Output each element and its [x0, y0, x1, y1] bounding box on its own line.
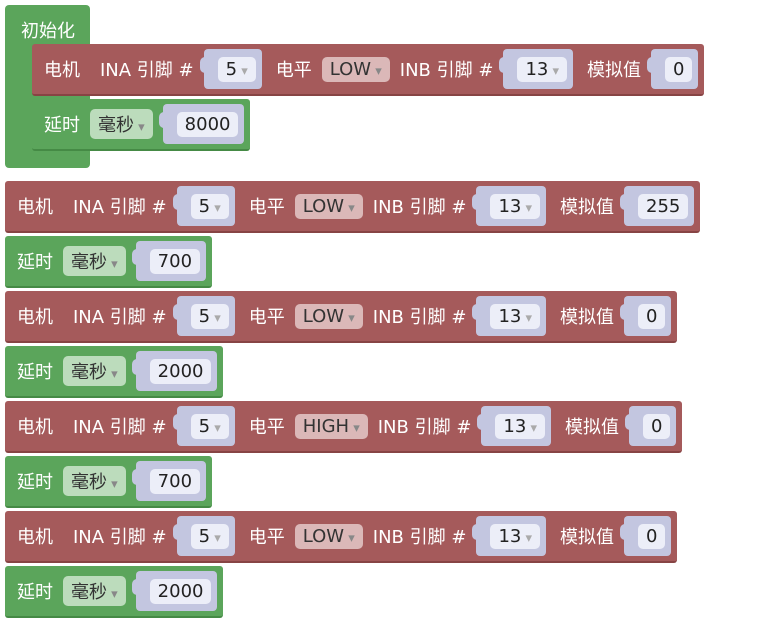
unit-dropdown[interactable]: 毫秒	[63, 356, 126, 386]
block-label: 延时	[17, 362, 53, 383]
number-field[interactable]: 2000	[149, 358, 212, 384]
level-dropdown[interactable]: LOW	[321, 56, 390, 82]
level-dropdown[interactable]: HIGH	[294, 413, 368, 439]
motor-block[interactable]: 电机 INA 引脚 # 5 电平 LOW INB 引脚 # 13 模拟值 0	[32, 44, 705, 96]
input-socket: 5	[172, 296, 235, 336]
inb-label: INB 引脚 #	[377, 417, 472, 438]
input-socket: 0	[646, 49, 699, 89]
motor-block[interactable]: 电机 INA 引脚 # 5 电平 HIGH INB 引脚 # 13 模拟值 0	[5, 401, 683, 453]
level-dropdown[interactable]: LOW	[294, 303, 363, 329]
motor-block[interactable]: 电机 INA 引脚 # 5 电平 LOW INB 引脚 # 13 模拟值 0	[5, 291, 678, 343]
unit-dropdown[interactable]: 毫秒	[63, 466, 126, 496]
motor-block[interactable]: 电机 INA 引脚 # 5 电平 LOW INB 引脚 # 13 模拟值 0	[5, 511, 678, 563]
level-label: 电平	[275, 60, 312, 81]
input-socket: 13	[472, 186, 547, 226]
input-socket: 5	[172, 406, 235, 446]
inb-label: INB 引脚 #	[372, 527, 467, 548]
number-field[interactable]: 255	[638, 193, 689, 219]
block-label: 延时	[17, 252, 53, 273]
inb-label: INB 引脚 #	[372, 197, 467, 218]
block-label: 电机	[17, 307, 53, 328]
input-socket: 13	[499, 49, 574, 89]
number-field[interactable]: 700	[149, 468, 201, 494]
input-socket: 2000	[131, 351, 218, 391]
ina-label: INA 引脚 #	[73, 307, 167, 328]
input-socket: 255	[619, 186, 695, 226]
input-socket: 8000	[158, 104, 245, 144]
pin-dropdown[interactable]: 13	[490, 193, 541, 219]
init-title: 初始化	[21, 21, 75, 42]
pin-dropdown[interactable]: 13	[495, 413, 545, 439]
motor-block[interactable]: 电机 INA 引脚 # 5 电平 LOW INB 引脚 # 13 模拟值 255	[5, 181, 701, 233]
pin-dropdown[interactable]: 13	[517, 56, 568, 82]
level-label: 电平	[248, 527, 285, 548]
number-field[interactable]: 0	[665, 56, 693, 82]
number-field[interactable]: 0	[638, 303, 666, 329]
input-socket: 13	[477, 406, 551, 446]
pin-dropdown[interactable]: 5	[190, 193, 229, 219]
block-label: 电机	[17, 417, 53, 438]
input-socket: 2000	[131, 571, 218, 611]
input-socket: 5	[172, 186, 235, 226]
inb-label: INB 引脚 #	[372, 307, 467, 328]
pin-dropdown[interactable]: 5	[190, 523, 229, 549]
number-field[interactable]: 2000	[149, 578, 212, 604]
level-label: 电平	[248, 197, 285, 218]
block-label: 电机	[17, 527, 53, 548]
ina-label: INA 引脚 #	[73, 527, 167, 548]
input-socket: 13	[472, 296, 547, 336]
number-field[interactable]: 0	[642, 413, 671, 439]
pin-dropdown[interactable]: 5	[190, 413, 229, 439]
block-label: 延时	[17, 472, 53, 493]
pin-dropdown[interactable]: 13	[490, 303, 541, 329]
input-socket: 700	[131, 241, 207, 281]
analog-label: 模拟值	[587, 60, 642, 81]
input-socket: 5	[172, 516, 235, 556]
input-socket: 13	[472, 516, 547, 556]
block-label: 延时	[17, 582, 53, 603]
block-label: 电机	[17, 197, 53, 218]
input-socket: 5	[199, 49, 262, 89]
block-label: 电机	[44, 60, 80, 81]
ina-label: INA 引脚 #	[100, 60, 194, 81]
pin-dropdown[interactable]: 5	[217, 56, 256, 82]
number-field[interactable]: 8000	[176, 111, 239, 137]
pin-dropdown[interactable]: 5	[190, 303, 229, 329]
input-socket: 0	[619, 516, 672, 556]
level-label: 电平	[248, 307, 285, 328]
number-field[interactable]: 700	[149, 248, 201, 274]
input-socket: 0	[624, 406, 677, 446]
unit-dropdown[interactable]: 毫秒	[63, 576, 126, 606]
analog-label: 模拟值	[564, 417, 619, 438]
input-socket: 700	[131, 461, 207, 501]
level-dropdown[interactable]: LOW	[294, 523, 363, 549]
pin-dropdown[interactable]: 13	[490, 523, 541, 549]
level-dropdown[interactable]: LOW	[294, 193, 363, 219]
ina-label: INA 引脚 #	[73, 197, 167, 218]
input-socket: 0	[619, 296, 672, 336]
level-label: 电平	[248, 417, 285, 438]
inb-label: INB 引脚 #	[399, 60, 494, 81]
analog-label: 模拟值	[560, 197, 615, 218]
unit-dropdown[interactable]: 毫秒	[63, 246, 126, 276]
analog-label: 模拟值	[560, 307, 615, 328]
block-label: 延时	[44, 115, 80, 136]
number-field[interactable]: 0	[638, 523, 666, 549]
ina-label: INA 引脚 #	[73, 417, 167, 438]
analog-label: 模拟值	[560, 527, 615, 548]
unit-dropdown[interactable]: 毫秒	[90, 109, 153, 139]
